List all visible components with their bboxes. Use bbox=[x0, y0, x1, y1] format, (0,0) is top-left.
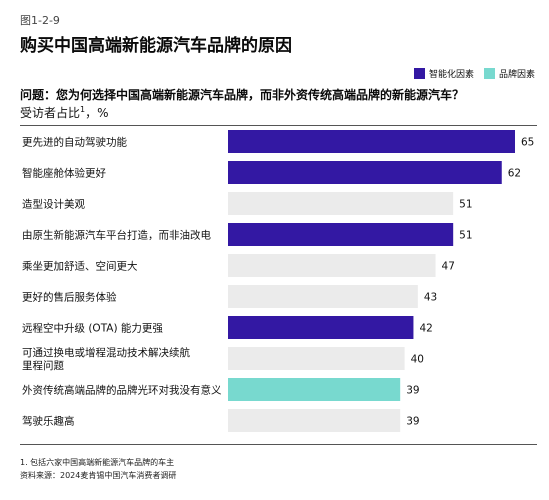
category-label-2: 造型设计美观 bbox=[22, 198, 85, 211]
legend-item-smart: 智能化因素 bbox=[413, 67, 474, 80]
bottom-rule bbox=[20, 444, 537, 445]
bar-9 bbox=[228, 409, 401, 432]
figure-label: 图1-2-9 bbox=[20, 14, 60, 27]
bar-value-5: 43 bbox=[424, 292, 437, 304]
question-text: 问题：您为何选择中国高端新能源汽车品牌，而非外资传统高端品牌的新能源汽车？ bbox=[20, 88, 465, 102]
category-label-5: 更好的售后服务体验 bbox=[22, 291, 117, 304]
bar-2 bbox=[228, 192, 454, 215]
bar-value-7: 40 bbox=[411, 354, 424, 366]
bar-value-3: 51 bbox=[459, 230, 472, 242]
bar-4 bbox=[228, 254, 436, 277]
unit-suffix: ，% bbox=[85, 106, 109, 120]
legend-item-brand: 品牌因素 bbox=[483, 67, 535, 80]
bar-value-1: 62 bbox=[508, 168, 521, 180]
footnote-source: 资料来源：2024麦肯锡中国汽车消费者调研 bbox=[20, 471, 177, 480]
category-label-7-line-1: 里程问题 bbox=[22, 359, 64, 372]
legend-swatch-smart bbox=[413, 68, 425, 79]
bar-7 bbox=[228, 347, 405, 370]
bar-value-4: 47 bbox=[442, 261, 455, 273]
category-label-6: 远程空中升级 (OTA) 能力更强 bbox=[22, 322, 163, 335]
legend-label-smart: 智能化因素 bbox=[428, 70, 474, 80]
bar-0 bbox=[228, 130, 515, 153]
unit-footnote-mark: 1 bbox=[80, 105, 86, 114]
category-label-0: 更先进的自动驾驶功能 bbox=[22, 136, 127, 149]
bar-6 bbox=[228, 316, 414, 339]
unit-text: 受访者占比 bbox=[20, 106, 81, 120]
legend-swatch-brand bbox=[483, 68, 495, 79]
legend-label-brand: 品牌因素 bbox=[498, 70, 535, 80]
chart-title: 购买中国高端新能源汽车品牌的原因 bbox=[20, 36, 292, 56]
bar-1 bbox=[228, 161, 502, 184]
category-label-7-line-0: 可通过换电或增程混动技术解决续航 bbox=[22, 346, 190, 359]
bar-value-0: 65 bbox=[521, 137, 534, 149]
bar-value-9: 39 bbox=[406, 416, 419, 428]
category-label-4: 乘坐更加舒适、空间更大 bbox=[22, 260, 138, 273]
category-label-8: 外资传统高端品牌的品牌光环对我没有意义 bbox=[22, 384, 222, 397]
bar-3 bbox=[228, 223, 454, 246]
category-label-1: 智能座舱体验更好 bbox=[22, 167, 106, 180]
unit-label: 受访者占比1，% bbox=[20, 104, 109, 121]
legend: 智能化因素 品牌因素 bbox=[413, 67, 535, 80]
top-rule bbox=[20, 125, 537, 126]
bar-5 bbox=[228, 285, 418, 308]
bar-chart: 65 更先进的自动驾驶功能 62 智能座舱体验更好 51 造型设计美观 51 由原生新能源汽车… bbox=[22, 130, 534, 432]
category-label-9: 驾驶乐趣高 bbox=[22, 415, 75, 428]
bar-value-2: 51 bbox=[459, 199, 472, 211]
bar-value-8: 39 bbox=[406, 385, 419, 397]
bar-8 bbox=[228, 378, 401, 401]
footnotes: 1. 包括六家中国高端新能源汽车品牌的车主 资料来源：2024麦肯锡中国汽车消费… bbox=[20, 456, 176, 482]
bar-value-6: 42 bbox=[419, 323, 432, 335]
footnote-1: 1. 包括六家中国高端新能源汽车品牌的车主 bbox=[20, 458, 175, 467]
category-label-3: 由原生新能源汽车平台打造，而非油改电 bbox=[22, 229, 211, 242]
